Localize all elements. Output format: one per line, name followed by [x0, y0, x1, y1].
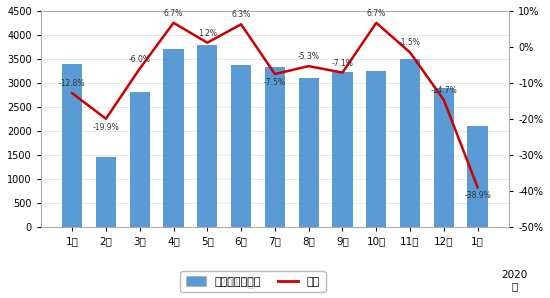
Legend: 出货量（万部）, 同比: 出货量（万部）, 同比	[180, 271, 326, 292]
Bar	[299, 78, 319, 227]
Text: -7.1%: -7.1%	[332, 59, 354, 68]
Text: -6.0%: -6.0%	[129, 55, 151, 64]
Text: 6.7%: 6.7%	[367, 9, 386, 18]
Bar	[96, 157, 116, 227]
Bar	[468, 126, 488, 227]
Bar	[130, 92, 150, 227]
Text: -5.3%: -5.3%	[298, 52, 320, 61]
Bar	[265, 67, 285, 227]
Bar	[332, 72, 353, 227]
Text: -38.9%: -38.9%	[464, 191, 491, 201]
Bar	[231, 65, 251, 227]
Bar	[62, 64, 82, 227]
Text: -1.5%: -1.5%	[399, 38, 421, 47]
Text: -19.9%: -19.9%	[92, 123, 119, 132]
Bar	[163, 49, 184, 227]
Text: 6.3%: 6.3%	[232, 10, 251, 19]
Bar	[400, 59, 420, 227]
Text: -14.7%: -14.7%	[431, 86, 457, 95]
Bar	[197, 45, 217, 227]
Text: 1.2%: 1.2%	[198, 29, 217, 38]
Text: 2020
年: 2020 年	[501, 270, 527, 291]
Text: 2019年: 2019年	[218, 277, 255, 290]
Text: -7.5%: -7.5%	[264, 78, 286, 87]
Bar	[366, 71, 387, 227]
Bar	[434, 89, 454, 227]
Text: -12.8%: -12.8%	[59, 79, 85, 88]
Text: 6.7%: 6.7%	[164, 9, 183, 18]
